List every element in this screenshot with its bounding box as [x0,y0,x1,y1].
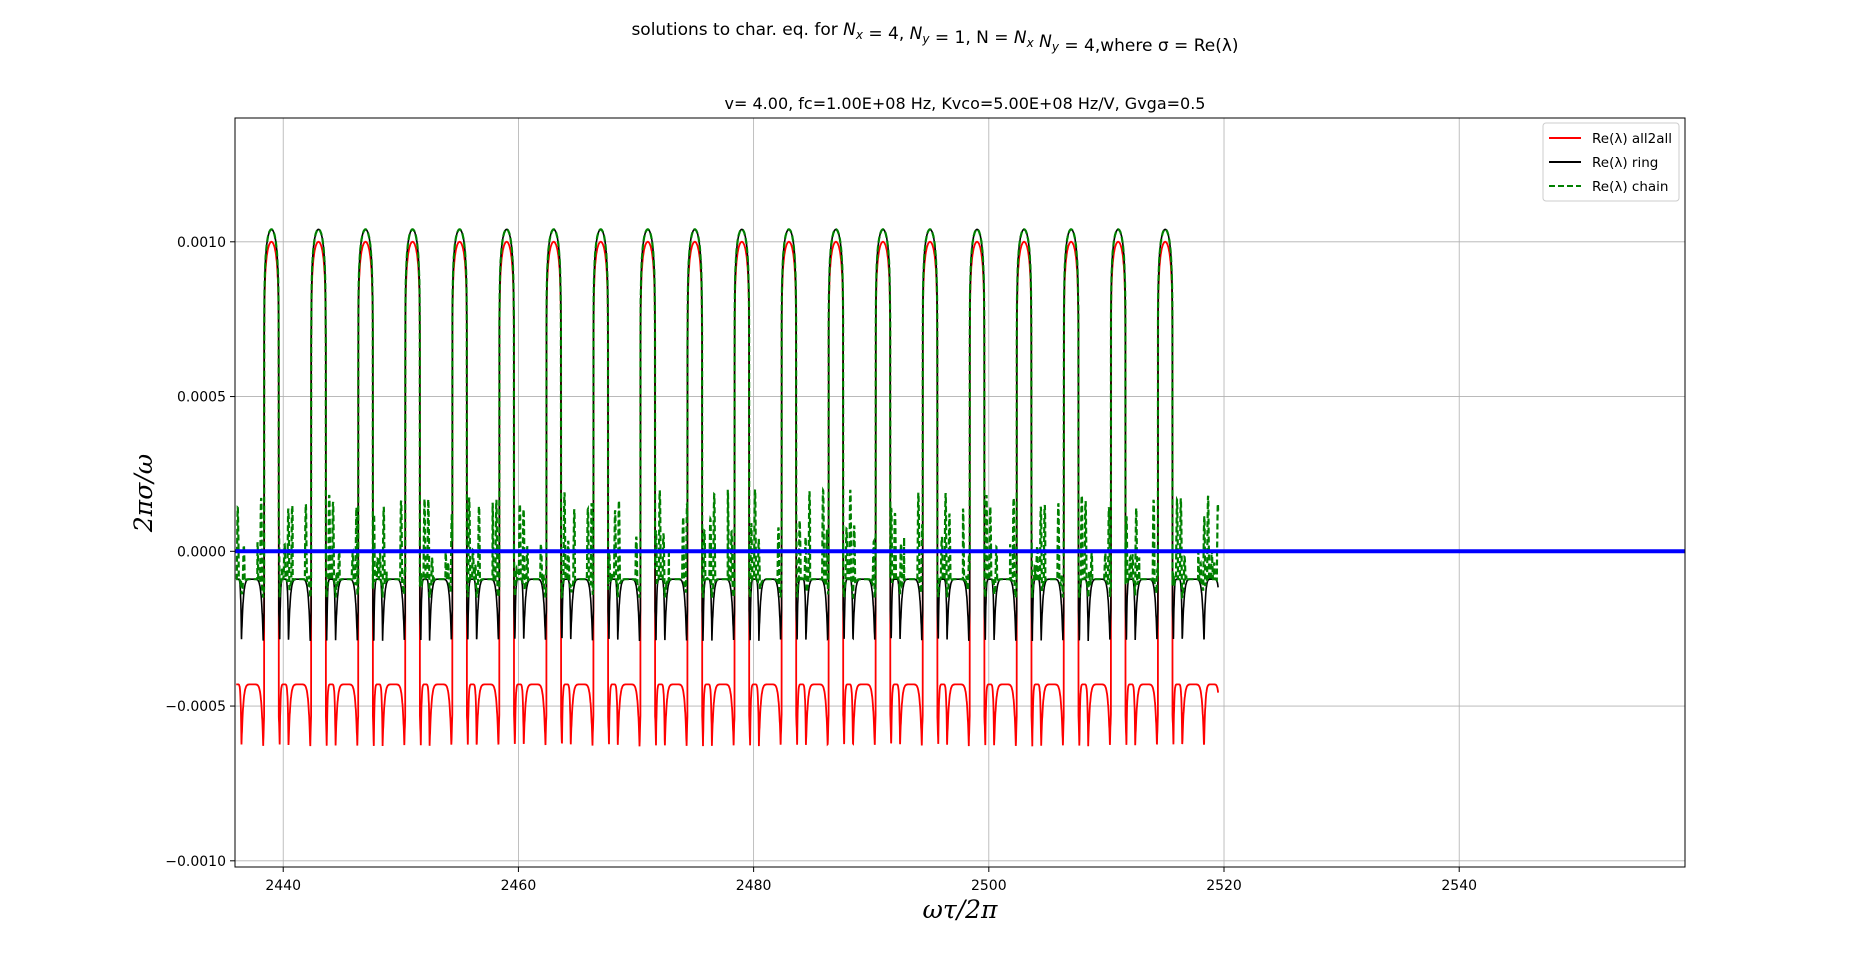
ticks: 2440 2460 2480 2500 2520 2540 0.0010 0.0005 0.00… [165,235,1477,894]
legend-frame [1542,122,1680,202]
y-tick-label: 0.0010 [177,235,226,251]
plot-area [235,228,1685,747]
x-tick-label: 2440 [265,878,301,894]
legend: Re(λ) all2all Re(λ) ring Re(λ) chain [1542,122,1680,202]
y-tick-label: −0.0005 [165,699,226,715]
y-tick-label: 0.0000 [177,544,226,560]
chart-subtitle: v= 4.00, fc=1.00E+08 Hz, Kvco=5.00E+08 H… [725,94,1206,113]
series-line-all2all [236,240,1219,747]
x-axis-label: ωτ/2π [923,895,999,924]
x-tick-label: 2540 [1441,878,1477,894]
plot-frame [234,117,1686,868]
y-tick-label: 0.0005 [177,390,226,406]
chart-suptitle: solutions to char. eq. for Nx = 4, Ny = … [631,20,1238,56]
series-line-chain [235,228,1220,600]
legend-label-ring: Re(λ) ring [1592,155,1658,171]
y-axis-label: 2πσ/ω [129,454,158,533]
x-tick-label: 2460 [501,878,537,894]
x-tick-label: 2480 [736,878,772,894]
x-tick-label: 2520 [1206,878,1242,894]
legend-label-chain: Re(λ) chain [1592,179,1668,195]
x-tick-label: 2500 [971,878,1007,894]
legend-label-all2all: Re(λ) all2all [1592,131,1672,147]
y-tick-label: −0.0010 [165,854,226,870]
